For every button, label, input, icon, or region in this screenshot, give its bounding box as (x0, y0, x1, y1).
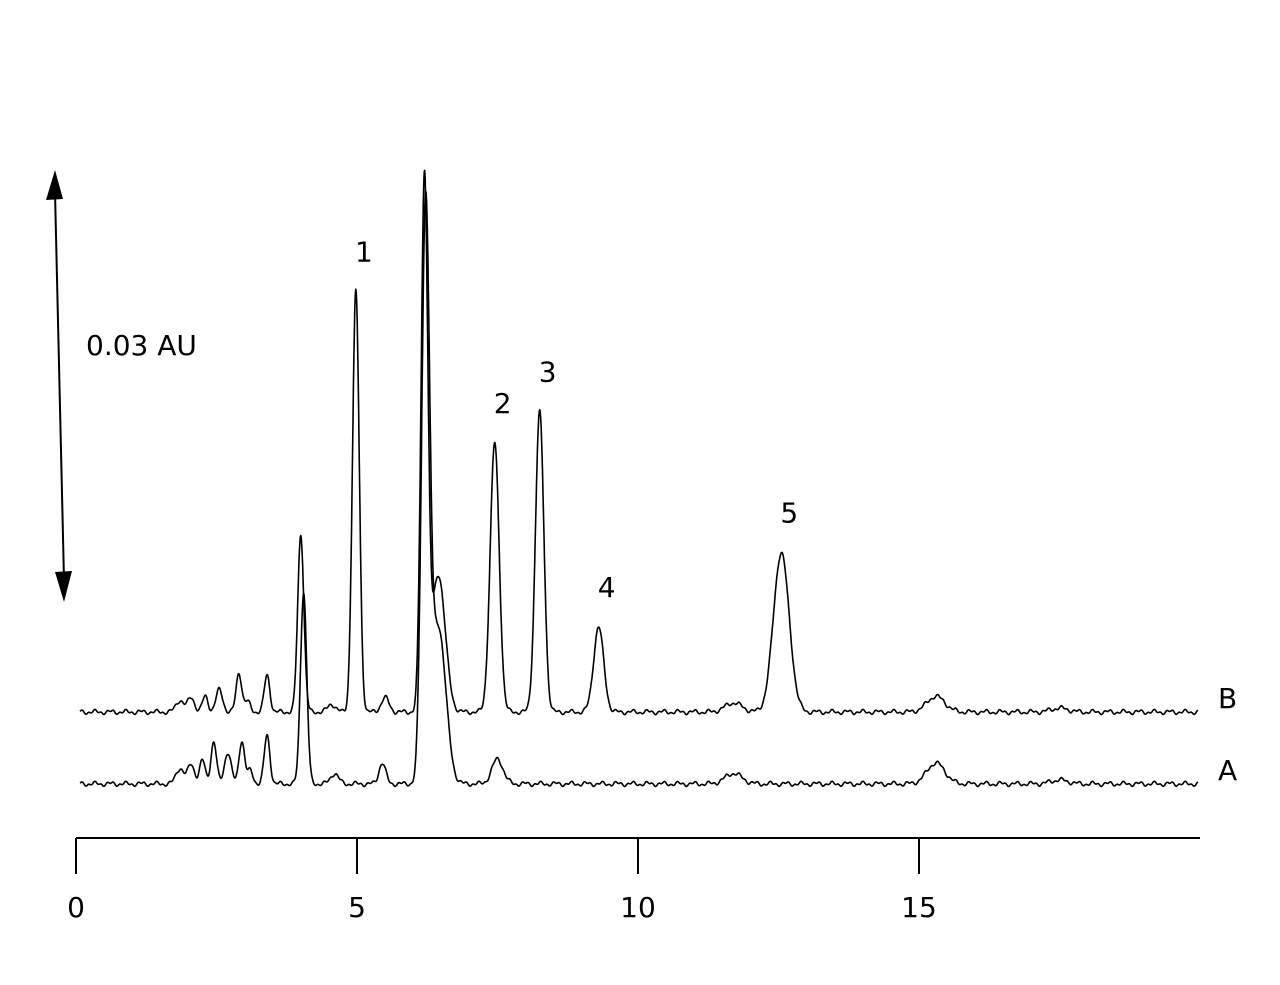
peak-label-3: 3 (539, 355, 557, 388)
traces-group (79, 169, 1199, 788)
x-tick-label: 15 (901, 891, 937, 924)
scale-bar: 0.03 AU (46, 170, 197, 602)
peak-label-4: 4 (598, 571, 616, 604)
series-label-b: B (1218, 682, 1237, 715)
scale-bar-line (54, 191, 65, 581)
peak-label-5: 5 (780, 497, 798, 530)
x-tick-label: 0 (67, 891, 85, 924)
scale-bar-arrow-down-icon (55, 571, 72, 602)
x-tick-label: 5 (348, 891, 366, 924)
scale-bar-label: 0.03 AU (86, 329, 197, 362)
x-axis: 0 5 10 15 (67, 837, 1200, 924)
x-tick-label: 10 (620, 891, 656, 924)
series-label-a: A (1218, 754, 1237, 787)
series-labels-group: BA (1218, 682, 1237, 787)
peak-label-1: 1 (355, 235, 373, 268)
trace-line-a (79, 190, 1199, 788)
peak-label-2: 2 (494, 387, 512, 420)
x-axis-ticks: 0 5 10 15 (67, 838, 937, 924)
scale-bar-arrow-up-icon (46, 170, 63, 200)
trace-line-b (79, 169, 1199, 716)
